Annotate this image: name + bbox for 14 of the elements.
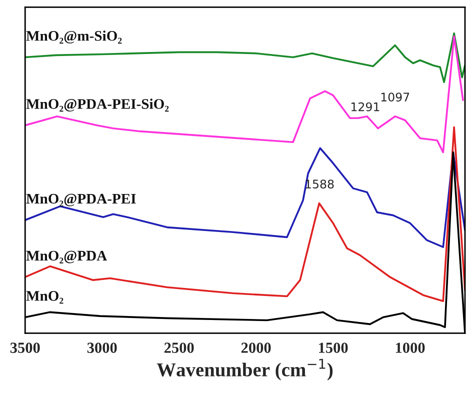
annotation: 1097 — [381, 92, 410, 102]
series-label: MnO₂@m-SiO₂ — [26, 30, 122, 44]
x-tick-label: 1500 — [318, 342, 348, 353]
x-tick-label: 2000 — [241, 342, 271, 353]
x-axis-title: Wavenumber (cm$^{−1}$) — [156, 358, 333, 380]
annotation: 1291 — [352, 102, 380, 112]
series-label: MnO₂ — [26, 291, 64, 304]
series-label: MnO₂@PDA — [26, 250, 108, 264]
x-tick-label: 1000 — [396, 342, 425, 353]
series-label: MnO₂@PDA-PEI — [26, 194, 136, 206]
x-tick-label: 3500 — [10, 342, 40, 353]
x-tick-label: 3000 — [87, 342, 117, 353]
x-tick-label: 2500 — [164, 342, 194, 353]
series-label: MnO₂@PDA-PEI-SiO₂ — [26, 98, 169, 112]
